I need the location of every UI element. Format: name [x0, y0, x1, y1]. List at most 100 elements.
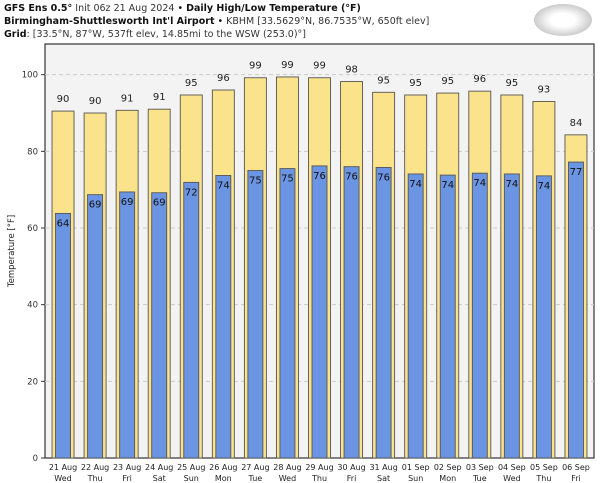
x-tick-label: 28 Aug	[273, 463, 301, 472]
high-label: 93	[538, 85, 551, 96]
x-weekday-label: Fri	[571, 474, 581, 483]
low-label: 76	[313, 171, 326, 182]
x-weekday-label: Thu	[87, 474, 103, 483]
x-weekday-label: Wed	[54, 474, 71, 483]
x-tick-label: 26 Aug	[209, 463, 237, 472]
low-bar	[375, 166, 392, 459]
low-bar	[119, 191, 136, 459]
high-label: 91	[153, 92, 166, 103]
header-line-3: Grid: [33.5°N, 87°W, 537ft elev, 14.85mi…	[4, 29, 306, 40]
low-bar	[439, 174, 456, 459]
low-bar	[247, 170, 264, 459]
x-weekday-label: Sun	[184, 474, 199, 483]
low-label: 74	[538, 181, 551, 192]
low-label: 74	[409, 179, 422, 190]
high-label: 91	[121, 93, 134, 104]
x-weekday-label: Tue	[472, 474, 487, 483]
y-tick-label: 20	[27, 377, 38, 387]
low-bar	[279, 168, 296, 459]
high-label: 90	[57, 94, 70, 105]
x-tick-label: 05 Sep	[530, 463, 558, 472]
weatherbell-logo	[534, 4, 592, 36]
high-label: 99	[281, 60, 294, 71]
low-label: 74	[505, 179, 518, 190]
low-label: 75	[281, 174, 294, 185]
x-tick-label: 02 Sep	[434, 463, 462, 472]
station-name: Birmingham-Shuttlesworth Int'l Airport	[4, 16, 215, 27]
low-label: 74	[441, 180, 454, 191]
low-bar	[503, 173, 520, 459]
high-label: 96	[217, 73, 230, 84]
high-label: 90	[89, 96, 102, 107]
low-bar	[535, 175, 552, 459]
low-label: 74	[473, 178, 486, 189]
low-label: 69	[121, 197, 134, 208]
x-tick-label: 24 Aug	[145, 463, 173, 472]
x-weekday-label: Thu	[311, 474, 327, 483]
high-label: 98	[345, 65, 358, 76]
x-weekday-label: Wed	[503, 474, 520, 483]
low-bar	[215, 175, 232, 459]
station-info: KBHM [33.5629°N, 86.7535°W, 650ft elev]	[226, 16, 430, 27]
high-label: 95	[377, 75, 390, 86]
y-tick-label: 100	[22, 71, 38, 81]
y-axis-label: Temperature [°F]	[7, 215, 17, 288]
low-bar	[151, 192, 168, 459]
low-label: 64	[57, 218, 70, 229]
low-bar	[87, 194, 104, 459]
low-bar	[568, 161, 584, 459]
header-line-1: GFS Ens 0.5° Init 06z 21 Aug 2024 • Dail…	[4, 3, 361, 14]
x-tick-label: 06 Sep	[562, 463, 590, 472]
y-tick-label: 0	[33, 454, 38, 464]
high-label: 84	[570, 118, 583, 129]
low-bar	[471, 172, 488, 459]
init-time: Init 06z 21 Aug 2024	[75, 3, 175, 14]
model-name: GFS Ens 0.5°	[4, 3, 73, 14]
grid-info: : [33.5°N, 87°W, 537ft elev, 14.85mi to …	[26, 29, 307, 40]
high-label: 96	[473, 74, 486, 85]
x-weekday-label: Fri	[122, 474, 132, 483]
grid-label: Grid	[4, 29, 27, 40]
x-weekday-label: Wed	[279, 474, 296, 483]
x-tick-label: 27 Aug	[241, 463, 269, 472]
x-tick-label: 04 Sep	[498, 463, 526, 472]
low-label: 76	[345, 172, 358, 183]
y-tick-label: 60	[27, 224, 38, 234]
high-label: 95	[185, 78, 198, 89]
y-tick-label: 80	[27, 147, 38, 157]
x-tick-label: 25 Aug	[177, 463, 205, 472]
x-weekday-label: Mon	[439, 474, 456, 483]
low-label: 75	[249, 176, 262, 187]
x-tick-label: 30 Aug	[337, 463, 365, 472]
x-tick-label: 03 Sep	[466, 463, 494, 472]
x-tick-label: 01 Sep	[402, 463, 430, 472]
bullet: •	[177, 3, 184, 14]
high-label: 99	[313, 61, 326, 72]
low-bar	[407, 173, 424, 459]
low-label: 74	[217, 180, 230, 191]
x-weekday-label: Fri	[347, 474, 357, 483]
low-bar	[55, 212, 71, 459]
x-weekday-label: Sat	[377, 474, 390, 483]
x-tick-label: 31 Aug	[369, 463, 397, 472]
low-label: 76	[377, 172, 390, 183]
x-weekday-label: Tue	[248, 474, 263, 483]
x-weekday-label: Sun	[408, 474, 423, 483]
low-bar	[183, 181, 200, 459]
low-bar	[311, 165, 328, 459]
low-bar	[343, 166, 360, 459]
high-label: 95	[505, 78, 518, 89]
high-label: 99	[249, 61, 262, 72]
high-label: 95	[409, 78, 422, 89]
x-tick-label: 23 Aug	[113, 463, 141, 472]
x-weekday-label: Mon	[215, 474, 232, 483]
low-label: 69	[89, 200, 102, 211]
low-label: 72	[185, 187, 198, 198]
x-weekday-label: Thu	[535, 474, 551, 483]
x-tick-label: 29 Aug	[305, 463, 333, 472]
low-label: 77	[570, 167, 583, 178]
x-tick-label: 21 Aug	[49, 463, 77, 472]
high-label: 95	[441, 76, 454, 87]
